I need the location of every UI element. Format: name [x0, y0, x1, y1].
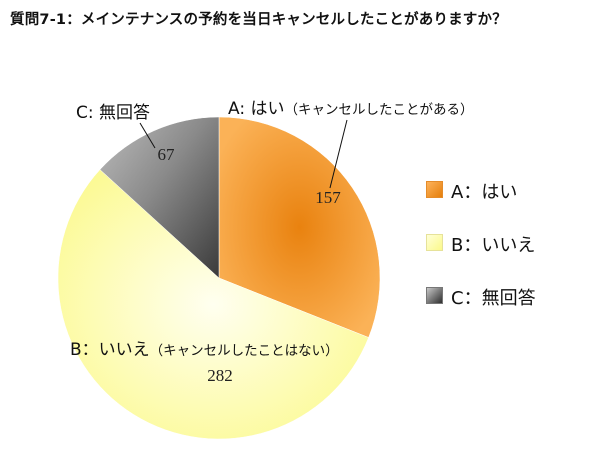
slice-label-a-main: A: はい — [228, 99, 285, 119]
pie-slice-c — [99, 116, 220, 279]
slice-label-b-note: （キャンセルしたことはない） — [149, 343, 339, 359]
slice-label-c-main: C: 無回答 — [76, 103, 151, 123]
legend-label-b: B：いいえ — [451, 235, 536, 256]
slice-label-b-main: B：いいえ — [70, 340, 150, 360]
value-label-a: 157 — [315, 188, 341, 207]
leader-line-c — [139, 122, 156, 149]
chart-title: 質問7-1：メインテナンスの予約を当日キャンセルしたことがありますか？ — [10, 12, 507, 28]
pie-slice-a — [218, 116, 381, 338]
slice-label-b: B：いいえ（キャンセルしたことはない） — [70, 335, 339, 360]
value-label-c: 67 — [158, 145, 176, 164]
legend-swatch-c — [426, 287, 443, 304]
legend-label-c: C：無回答 — [451, 288, 536, 309]
slice-label-a: A: はい（キャンセルしたことがある） — [228, 94, 473, 119]
legend-label-a: A：はい — [451, 182, 518, 203]
value-label-b: 282 — [207, 366, 233, 385]
legend-swatch-a — [426, 181, 443, 198]
slice-label-a-note: （キャンセルしたことがある） — [284, 102, 474, 118]
legend-swatch-b — [426, 234, 443, 251]
pie-slice-b — [57, 169, 369, 440]
leader-line-a — [329, 119, 348, 189]
slice-label-c: C: 無回答 — [76, 98, 150, 123]
